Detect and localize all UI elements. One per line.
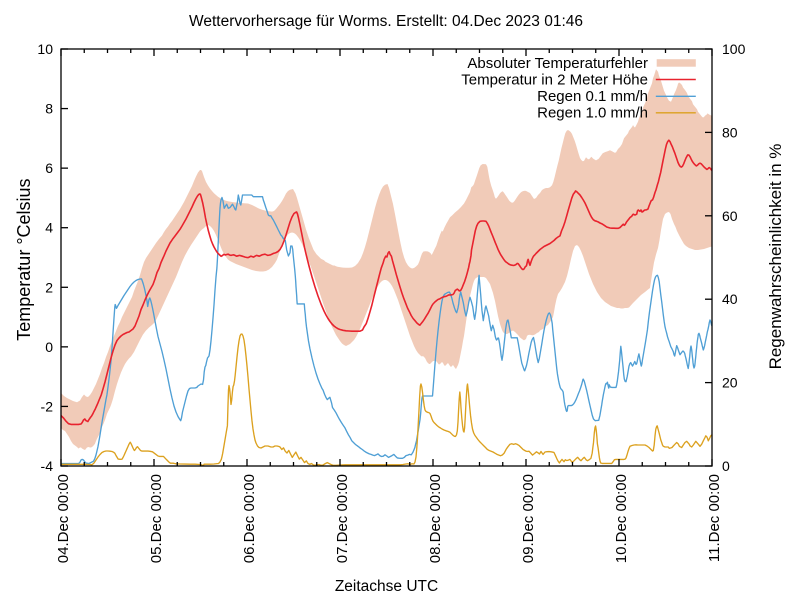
svg-text:100: 100 bbox=[722, 41, 746, 57]
svg-text:0: 0 bbox=[45, 339, 53, 355]
svg-text:Absoluter Temperaturfehler: Absoluter Temperaturfehler bbox=[467, 55, 648, 72]
svg-text:2: 2 bbox=[45, 279, 53, 295]
svg-text:40: 40 bbox=[722, 291, 738, 307]
svg-text:20: 20 bbox=[722, 375, 738, 391]
svg-text:10: 10 bbox=[37, 41, 53, 57]
svg-text:05.Dec 00:00: 05.Dec 00:00 bbox=[148, 474, 165, 563]
svg-text:07.Dec 00:00: 07.Dec 00:00 bbox=[334, 474, 351, 563]
svg-text:-4: -4 bbox=[41, 458, 54, 474]
svg-text:60: 60 bbox=[722, 208, 738, 224]
svg-text:-2: -2 bbox=[41, 398, 54, 414]
svg-text:Regen 0.1 mm/h: Regen 0.1 mm/h bbox=[537, 88, 648, 105]
svg-text:Temperatur °Celsius: Temperatur °Celsius bbox=[14, 178, 34, 340]
svg-text:80: 80 bbox=[722, 124, 738, 140]
svg-text:Wettervorhersage für Worms. Er: Wettervorhersage für Worms. Erstellt: 04… bbox=[189, 13, 583, 30]
svg-text:Regen 1.0 mm/h: Regen 1.0 mm/h bbox=[537, 105, 648, 122]
svg-text:0: 0 bbox=[722, 458, 730, 474]
svg-text:09.Dec 00:00: 09.Dec 00:00 bbox=[520, 474, 537, 563]
svg-text:Zeitachse UTC: Zeitachse UTC bbox=[335, 578, 438, 595]
svg-text:06.Dec 00:00: 06.Dec 00:00 bbox=[241, 474, 258, 563]
svg-text:4: 4 bbox=[45, 220, 53, 236]
svg-text:Temperatur in 2 Meter Höhe: Temperatur in 2 Meter Höhe bbox=[461, 72, 648, 89]
svg-text:11.Dec 00:00: 11.Dec 00:00 bbox=[706, 474, 723, 562]
svg-text:6: 6 bbox=[45, 160, 53, 176]
svg-text:04.Dec 00:00: 04.Dec 00:00 bbox=[55, 474, 72, 563]
svg-text:08.Dec 00:00: 08.Dec 00:00 bbox=[427, 474, 444, 563]
svg-text:Regenwahrscheinlichkeit in %: Regenwahrscheinlichkeit in % bbox=[766, 144, 785, 370]
svg-text:10.Dec 00:00: 10.Dec 00:00 bbox=[613, 474, 630, 563]
svg-text:8: 8 bbox=[45, 101, 53, 117]
